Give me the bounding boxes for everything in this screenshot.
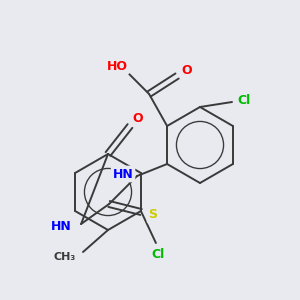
Text: HN: HN bbox=[51, 220, 71, 232]
Text: CH₃: CH₃ bbox=[54, 252, 76, 262]
Text: Cl: Cl bbox=[151, 248, 164, 262]
Text: HN: HN bbox=[113, 167, 134, 181]
Text: S: S bbox=[148, 208, 158, 221]
Text: Cl: Cl bbox=[237, 94, 250, 106]
Text: HO: HO bbox=[106, 59, 128, 73]
Text: O: O bbox=[182, 64, 192, 77]
Text: O: O bbox=[133, 112, 143, 124]
